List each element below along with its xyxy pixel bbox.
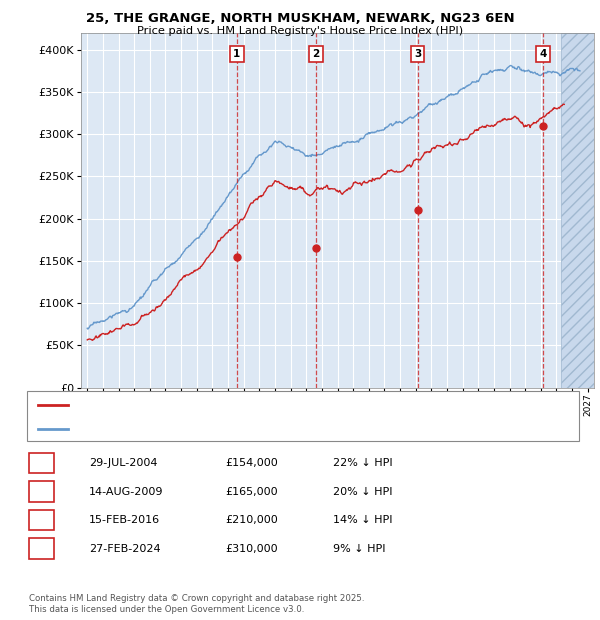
Text: £210,000: £210,000 — [225, 515, 278, 525]
Text: 27-FEB-2024: 27-FEB-2024 — [89, 544, 160, 554]
Text: Price paid vs. HM Land Registry's House Price Index (HPI): Price paid vs. HM Land Registry's House … — [137, 26, 463, 36]
Text: 1: 1 — [233, 49, 241, 59]
Text: £165,000: £165,000 — [225, 487, 278, 497]
Text: 4: 4 — [37, 542, 46, 555]
Text: 14-AUG-2009: 14-AUG-2009 — [89, 487, 163, 497]
Text: 25, THE GRANGE, NORTH MUSKHAM, NEWARK, NG23 6EN: 25, THE GRANGE, NORTH MUSKHAM, NEWARK, N… — [86, 12, 514, 25]
Text: £310,000: £310,000 — [225, 544, 278, 554]
Text: 15-FEB-2016: 15-FEB-2016 — [89, 515, 160, 525]
Text: 22% ↓ HPI: 22% ↓ HPI — [333, 458, 392, 468]
Text: £154,000: £154,000 — [225, 458, 278, 468]
Text: 2: 2 — [37, 485, 46, 498]
Text: 20% ↓ HPI: 20% ↓ HPI — [333, 487, 392, 497]
Bar — [561, 33, 594, 388]
Text: 9% ↓ HPI: 9% ↓ HPI — [333, 544, 386, 554]
Text: 25, THE GRANGE, NORTH MUSKHAM, NEWARK, NG23 6EN (detached house): 25, THE GRANGE, NORTH MUSKHAM, NEWARK, N… — [73, 400, 451, 410]
Text: 3: 3 — [414, 49, 421, 59]
Text: 14% ↓ HPI: 14% ↓ HPI — [333, 515, 392, 525]
Text: HPI: Average price, detached house, Newark and Sherwood: HPI: Average price, detached house, Newa… — [73, 423, 369, 434]
Text: 3: 3 — [37, 514, 46, 526]
Text: 4: 4 — [539, 49, 547, 59]
Text: Contains HM Land Registry data © Crown copyright and database right 2025.
This d: Contains HM Land Registry data © Crown c… — [29, 595, 364, 614]
Text: 2: 2 — [312, 49, 320, 59]
Text: 29-JUL-2004: 29-JUL-2004 — [89, 458, 157, 468]
Text: 1: 1 — [37, 457, 46, 469]
